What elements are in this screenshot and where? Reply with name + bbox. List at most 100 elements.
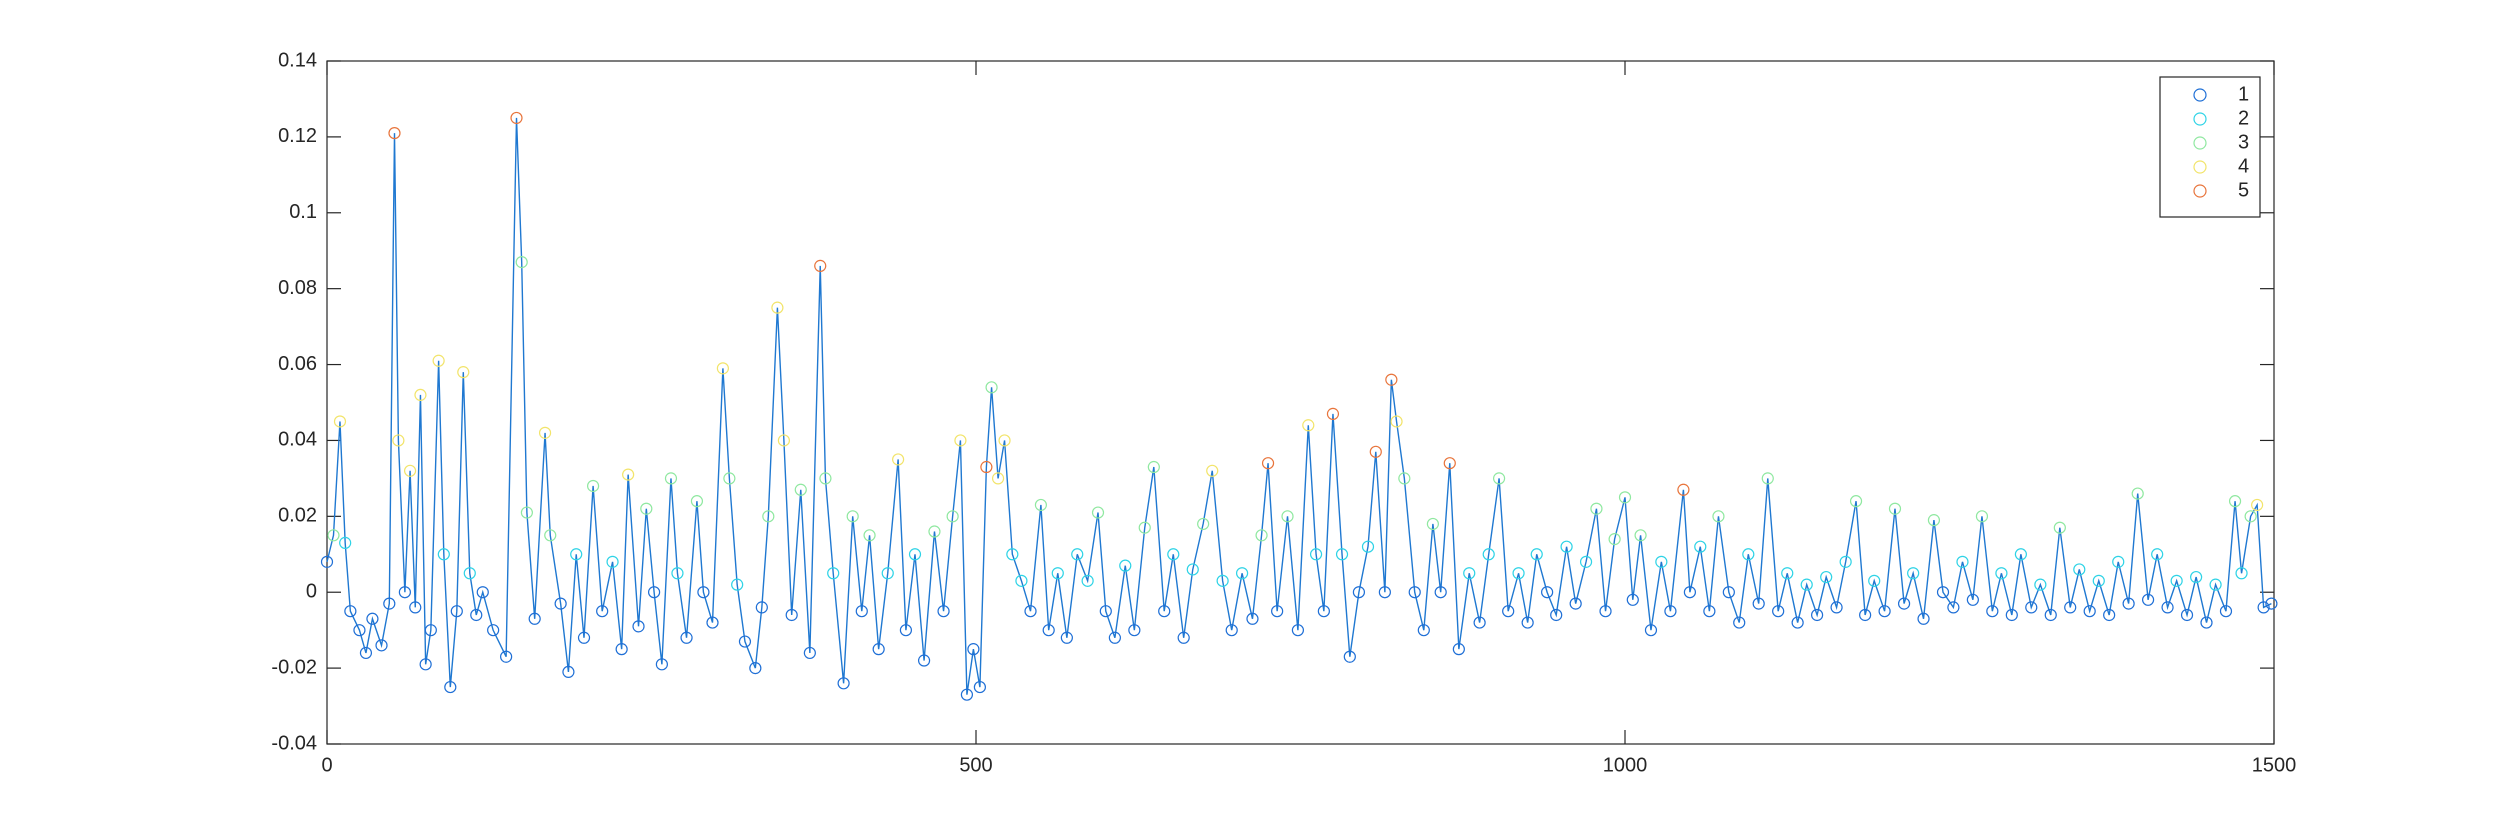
data-point [1907,567,1920,580]
data-point [500,650,513,663]
data-point [1309,548,1323,561]
data-point [1956,555,1969,568]
data-point [716,362,729,375]
data-point [1302,419,1315,432]
data-point [1463,567,1476,580]
data-point [1225,624,1238,637]
y-tick-label: 0.08 [278,277,317,299]
data-point [1246,612,1259,625]
data-point [1888,502,1902,515]
legend-marker [2193,160,2207,174]
data-point [419,658,432,671]
data-point [1426,517,1439,531]
data-point [2190,570,2203,584]
data-point [1664,605,1677,618]
data-point [1626,593,1639,606]
data-point [1878,605,1891,618]
data-point [1261,457,1275,470]
data-point [520,506,533,519]
data-point [785,608,798,622]
data-point [1024,605,1037,618]
data-point [731,578,744,591]
data-point [1752,597,1765,610]
data-point [2170,574,2183,587]
data-point [1108,631,1121,644]
data-point [1655,555,1668,568]
data-point [706,616,719,629]
data-point [1206,464,1219,477]
data-point [1352,586,1366,599]
legend-marker [2193,88,2207,102]
data-point [855,605,868,618]
data-point [632,620,645,633]
data-point [1986,605,1999,618]
data-point [1452,643,1465,656]
data-point [1550,608,1563,622]
data-point [344,605,357,618]
data-point [1512,567,1525,580]
data-point [1006,548,1019,561]
data-point [1781,567,1794,580]
data-point [1326,407,1340,420]
data-point [2044,608,2057,622]
data-point [928,525,941,538]
data-point [2112,555,2125,568]
data-point [872,643,885,656]
data-point [794,483,807,496]
data-point [1434,586,1447,599]
data-point [1541,586,1554,599]
data-point [1186,563,1199,576]
data-point [1443,457,1456,470]
data-point [1034,498,1048,512]
data-point [1071,548,1084,561]
data-point [339,536,352,549]
data-point [723,472,736,485]
data-point [908,548,922,561]
data-point [2034,578,2047,591]
data-point [1712,510,1725,523]
data-point [1530,548,1543,561]
data-point [640,502,653,515]
data-point [2131,487,2144,500]
data-point [1343,650,1356,663]
data-point [1335,548,1349,561]
data-point [749,662,762,675]
data-point [2141,593,2155,606]
data-point [1966,593,1979,606]
data-point [973,680,986,694]
y-tick-label: 0.06 [278,353,317,375]
plot-area [326,60,2275,745]
data-point [755,601,768,614]
data-point [863,529,876,542]
data-point [1271,605,1284,618]
data-point [2251,498,2264,512]
data-point [510,111,523,125]
legend-label: 1 [2238,83,2249,105]
data-point [1772,605,1785,618]
data-point [814,259,827,272]
data-point [1560,540,1573,553]
data-point [2064,601,2077,614]
data-point [690,495,704,508]
data-point [375,639,388,652]
data-point [2200,616,2213,629]
data-point [1255,529,1268,542]
data-point [664,472,678,485]
data-point [1849,495,1863,508]
data-point [2073,563,2086,576]
data-point [827,567,840,580]
data-point [528,612,541,625]
data-point [392,434,405,447]
data-point [596,605,609,618]
data-point [1975,510,1989,523]
data-point [1791,616,1804,629]
data-point [2092,574,2105,587]
data-point [837,677,850,690]
data-point [383,597,396,610]
data-point [1051,567,1064,580]
data-point [777,434,790,447]
data-point [1683,586,1697,599]
data-point [1317,605,1330,618]
data-point [470,608,483,622]
data-point [1634,529,1647,542]
